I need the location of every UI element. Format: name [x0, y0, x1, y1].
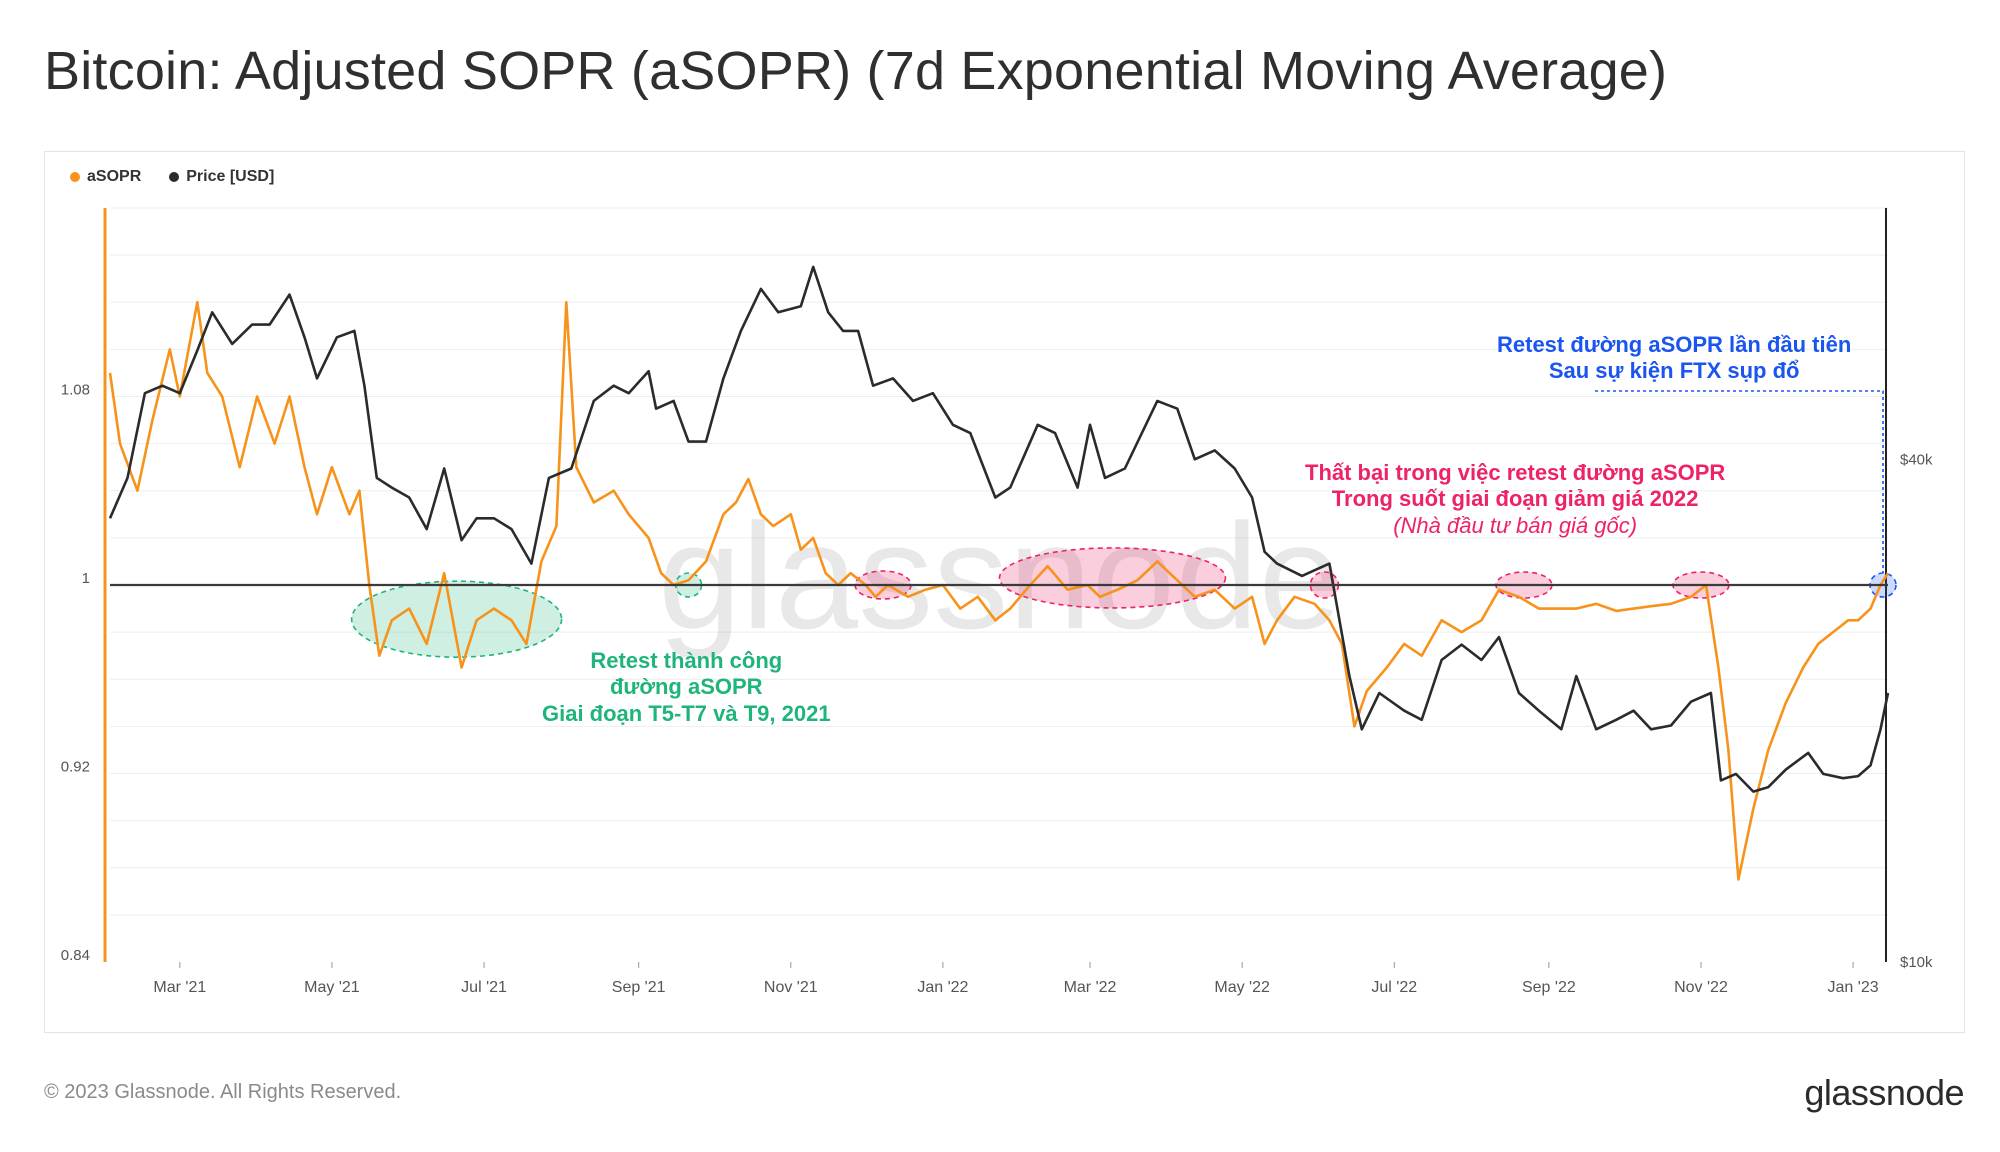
- x-tick-label: Jul '21: [461, 979, 507, 996]
- annotation-line: (Nhà đầu tư bán giá gốc): [1393, 512, 1638, 538]
- annotation-line: Sau sự kiện FTX sụp đổ: [1548, 358, 1800, 384]
- annotation-failure: Thất bại trong việc retest đường aSOPR T…: [1305, 460, 1725, 539]
- x-tick-label: Sep '21: [612, 979, 666, 996]
- x-tick-label: Jul '22: [1371, 979, 1417, 996]
- price-dot-icon: [169, 172, 180, 182]
- annotation-line: đường aSOPR: [609, 674, 763, 700]
- x-tick-label: Sep '22: [1522, 979, 1576, 996]
- legend-item-price[interactable]: Price [USD]: [169, 168, 274, 186]
- annotation-line: Thất bại trong việc retest đường aSOPR: [1305, 460, 1726, 485]
- chart-title: Bitcoin: Adjusted SOPR (aSOPR) (7d Expon…: [44, 41, 1668, 101]
- y-right-tick-label: $10k: [1900, 954, 1933, 971]
- x-tick-label: Jan '22: [917, 979, 968, 996]
- legend-label: Price [USD]: [186, 168, 275, 185]
- x-tick-label: Mar '21: [153, 979, 206, 996]
- x-tick-label: Jan '23: [1828, 979, 1879, 996]
- annotation-success: Retest thành công đường aSOPR Giai đoạn …: [542, 648, 831, 727]
- annotation-line: Retest đường aSOPR lần đầu tiên: [1497, 332, 1852, 357]
- annotation-line: Retest thành công: [590, 648, 783, 673]
- legend-label: aSOPR: [87, 168, 142, 185]
- annotation-line: Giai đoạn T5-T7 và T9, 2021: [542, 700, 831, 726]
- chart-panel: [44, 151, 1965, 1033]
- y-right-tick-label: $40k: [1900, 451, 1933, 468]
- x-tick-label: May '21: [304, 979, 360, 996]
- asopr-dot-icon: [70, 172, 80, 182]
- legend-item-asopr[interactable]: aSOPR: [70, 168, 141, 186]
- glassnode-logo[interactable]: glassnode: [1804, 1072, 1964, 1113]
- y-left-tick-label: 0.84: [61, 947, 90, 964]
- x-tick-label: Nov '21: [764, 979, 818, 996]
- annotation-leader: [1595, 390, 1884, 573]
- annotation-ftx-retest: Retest đường aSOPR lần đầu tiên Sau sự k…: [1497, 332, 1851, 385]
- highlight-ellipse-pink: [998, 547, 1227, 609]
- copyright: © 2023 Glassnode. All Rights Reserved.: [44, 1081, 402, 1103]
- y-left-tick-label: 0.92: [61, 759, 90, 776]
- series-line-price: [108, 265, 1890, 793]
- y-left-tick-label: 1: [82, 570, 90, 587]
- legend: aSOPR Price [USD]: [70, 168, 274, 186]
- annotation-line: Trong suốt giai đoạn giảm giá 2022: [1331, 486, 1699, 512]
- x-tick-label: Nov '22: [1674, 979, 1728, 996]
- y-left-tick-label: 1.08: [61, 382, 90, 399]
- highlight-ellipse-green: [350, 580, 563, 658]
- x-tick-label: May '22: [1214, 979, 1270, 996]
- x-tick-label: Mar '22: [1064, 979, 1117, 996]
